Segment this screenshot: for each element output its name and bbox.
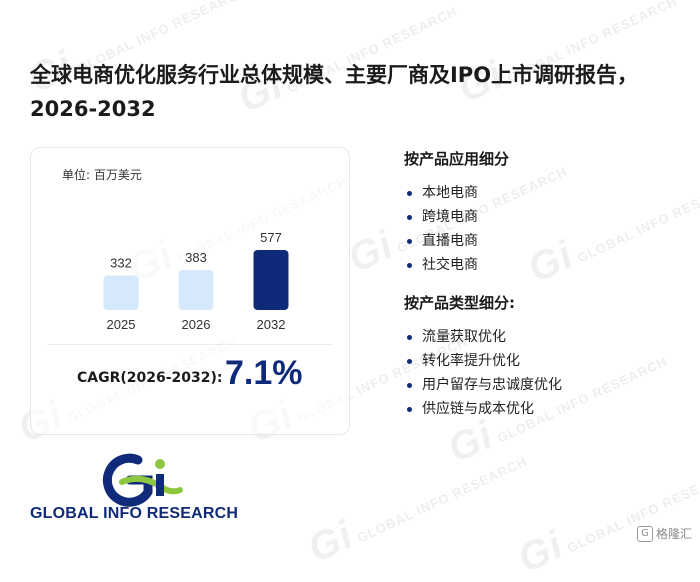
list-item: 社交电商: [404, 253, 509, 277]
list-item: 转化率提升优化: [404, 349, 562, 373]
type-heading: 按产品类型细分:: [404, 294, 515, 312]
value-label: 577: [260, 230, 282, 245]
category-label: 2026: [182, 317, 211, 332]
brand-icon: G: [636, 525, 653, 542]
watermark: GiGLOBAL INFO RESEARCH: [301, 453, 530, 572]
type-segment: 按产品类型细分: 流量获取优化 转化率提升优化 用户留存与忠诚度优化 供应链与成…: [404, 292, 562, 421]
bar-2026: [178, 270, 214, 310]
brand-label: 格隆汇: [655, 527, 692, 541]
watermark: GiGLOBAL INFO RESEARCH: [511, 463, 700, 582]
market-size-card: 单位: 百万美元 332 2025 383 2026 577 2032 CAGR(2026…: [30, 147, 350, 435]
bar-2032: [253, 250, 289, 310]
list-item: 流量获取优化: [404, 325, 562, 349]
application-segment: 按产品应用细分 本地电商 跨境电商 直播电商 社交电商: [404, 148, 509, 277]
list-item: 供应链与成本优化: [404, 397, 562, 421]
cagr-value: 7.1%: [225, 354, 303, 392]
application-list: 本地电商 跨境电商 直播电商 社交电商: [404, 181, 509, 277]
application-heading: 按产品应用细分: [404, 150, 510, 168]
category-label: 2025: [107, 317, 136, 332]
value-label: 332: [110, 255, 132, 270]
brand-watermark: G 格隆汇: [636, 525, 692, 542]
watermark: GiGLOBAL INFO RESEARCH: [521, 173, 700, 292]
list-item: 用户留存与忠诚度优化: [404, 373, 562, 397]
type-list: 流量获取优化 转化率提升优化 用户留存与忠诚度优化 供应链与成本优化: [404, 325, 562, 421]
value-label: 383: [185, 250, 207, 265]
cagr-label: CAGR(2026-2032):: [77, 370, 223, 386]
list-item: 跨境电商: [404, 205, 509, 229]
list-item: 直播电商: [404, 229, 509, 253]
company-logo: GLOBAL INFO RESEARCH: [30, 452, 250, 524]
bar-2025: [103, 275, 139, 310]
divider: [47, 344, 333, 345]
logo-text: GLOBAL INFO RESEARCH: [30, 505, 239, 522]
bar-chart: 332 2025 383 2026 577 2032: [103, 230, 289, 332]
unit-label: 单位: 百万美元: [62, 168, 142, 182]
category-label: 2032: [257, 317, 286, 332]
page-title: 全球电商优化服务行业总体规模、主要厂商及IPO上市调研报告，2026-2032: [30, 63, 639, 121]
list-item: 本地电商: [404, 181, 509, 205]
logo-mark-icon: [102, 453, 183, 507]
